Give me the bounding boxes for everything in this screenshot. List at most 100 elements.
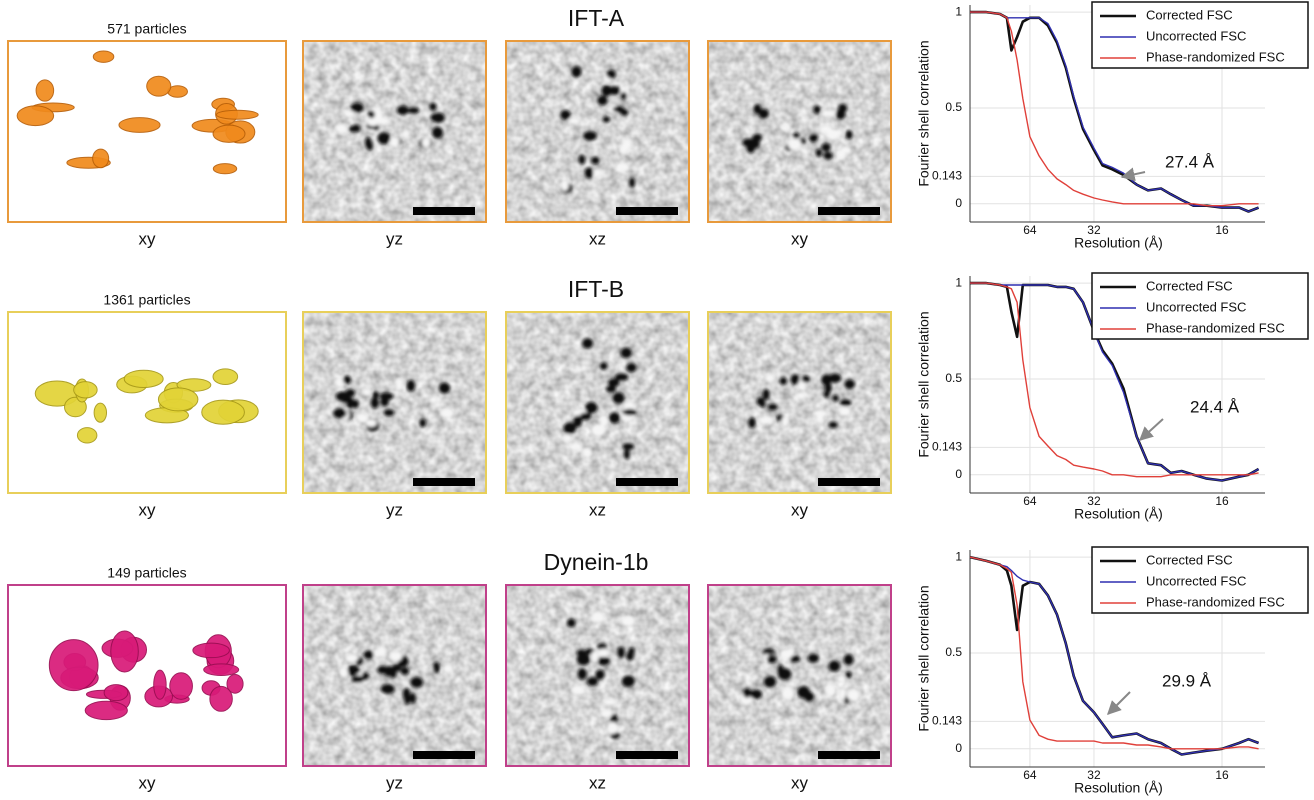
slice-feature: [400, 667, 410, 675]
slice-feature: [389, 666, 397, 679]
density-blob: [103, 684, 129, 702]
slice-feature: [605, 385, 617, 393]
slice-feature: [824, 382, 832, 394]
slice-feature: [362, 388, 371, 396]
y-tick-label: 0.5: [945, 645, 962, 659]
slice-feature: [599, 362, 608, 370]
slice-feature: [377, 132, 391, 145]
scale-bar: [616, 751, 678, 759]
slice-feature: [845, 130, 853, 140]
slice-feature: [779, 376, 788, 386]
y-tick-label: 1: [955, 549, 962, 563]
slice-feature: [823, 390, 830, 398]
density-blob: [73, 381, 98, 399]
scale-bar: [413, 207, 475, 215]
density-blob: [146, 75, 172, 97]
slice-feature: [835, 109, 846, 120]
slice-feature: [839, 399, 852, 407]
fsc-line: [969, 556, 1259, 756]
slice-features: [333, 375, 454, 432]
slice-feature: [348, 125, 361, 133]
slice-feature: [822, 110, 836, 117]
slice-feature: [617, 646, 625, 659]
slice-feature: [345, 653, 359, 663]
view-label: xy: [791, 229, 809, 248]
slice-feature: [363, 650, 374, 660]
view-label: yz: [386, 229, 403, 248]
legend-label: Uncorrected FSC: [1146, 299, 1246, 314]
density-blob: [123, 369, 164, 389]
slice-feature: [787, 138, 802, 151]
legend-box: [1091, 1, 1309, 69]
slice-feature: [758, 108, 769, 119]
slice-feature: [839, 146, 852, 155]
slice-feature: [571, 685, 585, 696]
row-title: IFT-B: [568, 276, 624, 302]
slice-feature: [560, 180, 569, 191]
row-title: Dynein-1b: [544, 549, 649, 575]
slice-feature: [365, 419, 377, 427]
panel-frame: [707, 40, 892, 223]
tomogram-slice: [505, 311, 690, 494]
slice-feature: [828, 660, 841, 672]
slice-feature: [767, 654, 777, 664]
slice-feature: [443, 664, 453, 674]
slice-feature: [821, 142, 831, 152]
y-axis-label: Fourier shell correlation: [916, 585, 932, 731]
slice-feature: [366, 116, 380, 127]
slice-feature: [364, 137, 372, 149]
slice-feature: [777, 664, 784, 676]
slice-feature: [591, 424, 606, 436]
slice-feature: [409, 692, 416, 704]
fsc-line: [970, 11, 1259, 207]
slice-features: [740, 648, 860, 705]
density-render: [7, 40, 287, 223]
slice-feature: [342, 375, 352, 385]
slice-feature: [825, 129, 840, 140]
slice-noise: [708, 585, 891, 766]
legend-box: [1091, 272, 1309, 340]
panel-frame: [7, 584, 287, 767]
x-tick-label: 32: [1087, 494, 1101, 508]
panel-frame: [707, 311, 892, 494]
legend-box: [1091, 546, 1309, 614]
y-tick-label: 0: [955, 741, 962, 755]
slice-feature: [607, 378, 620, 387]
tomogram-slice: [302, 584, 487, 767]
annotation-arrow: [1138, 418, 1164, 441]
view-label: xy: [791, 500, 809, 519]
resolution-annotation: 24.4 Å: [1190, 397, 1240, 416]
slice-features: [567, 611, 635, 739]
slice-feature: [620, 347, 632, 359]
slice-feature: [573, 415, 583, 427]
slice-features: [748, 373, 855, 429]
x-tick-label: 16: [1215, 494, 1229, 508]
slice-feature: [567, 618, 576, 628]
slice-feature: [568, 443, 583, 451]
tomogram-slice: [505, 40, 690, 223]
slice-feature: [623, 448, 630, 460]
slice-feature: [813, 409, 826, 417]
panel-frame: [505, 40, 690, 223]
view-label: xz: [589, 229, 606, 248]
particle-count: 571 particles: [107, 21, 186, 37]
slice-feature: [368, 110, 376, 119]
x-tick-label: 64: [1023, 494, 1037, 508]
slice-feature: [598, 648, 609, 657]
density-blob: [212, 163, 238, 175]
slice-feature: [828, 421, 838, 429]
x-axis-label: Resolution (Å): [1074, 506, 1163, 522]
y-tick-label: 0.5: [945, 371, 962, 385]
scale-bar: [616, 478, 678, 486]
slice-feature: [370, 397, 380, 409]
view-label: xy: [139, 229, 157, 248]
scale-bar: [818, 207, 880, 215]
slice-feature: [345, 388, 356, 398]
panel-frame: [7, 40, 287, 223]
slice-feature: [748, 417, 756, 429]
slice-feature: [797, 686, 810, 699]
y-tick-label: 0: [955, 467, 962, 481]
view-label: xy: [139, 773, 157, 792]
slice-feature: [597, 643, 607, 651]
panel-frame: [505, 311, 690, 494]
